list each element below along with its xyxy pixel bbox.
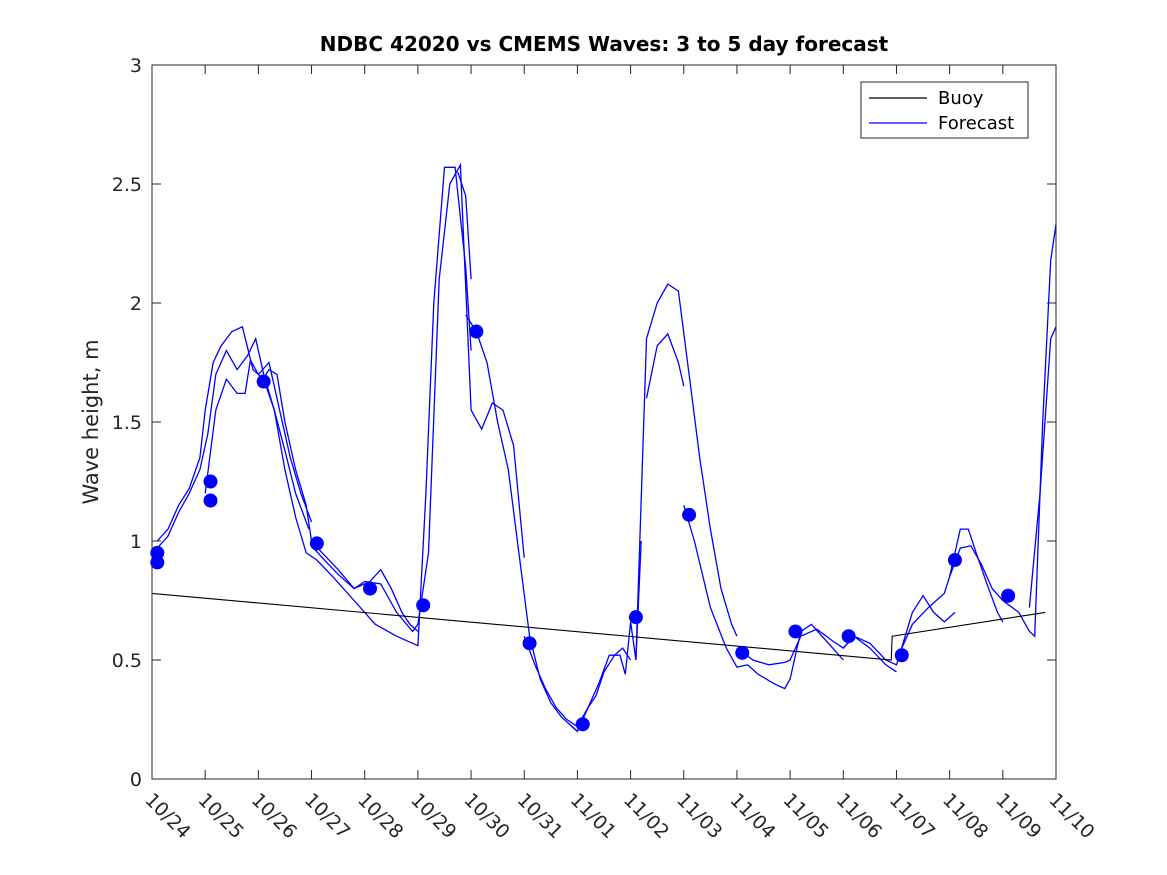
series-group — [151, 162, 1057, 733]
y-tick-label: 0 — [130, 769, 142, 791]
forecast-marker — [309, 536, 324, 551]
forecast-line — [156, 336, 310, 549]
legend-box — [860, 81, 1029, 139]
forecast-line — [645, 332, 685, 399]
forecast-marker — [947, 553, 962, 568]
forecast-line — [311, 162, 525, 633]
legend: Buoy Forecast — [860, 81, 1029, 139]
forecast-marker — [735, 645, 750, 660]
forecast-line — [895, 528, 1004, 661]
forecast-marker — [522, 636, 537, 651]
chart-title: NDBC 42020 vs CMEMS Waves: 3 to 5 day fo… — [320, 32, 889, 56]
forecast-marker — [363, 581, 378, 596]
forecast-line — [683, 505, 844, 690]
forecast-line — [204, 358, 313, 523]
forecast-line — [948, 224, 1057, 638]
y-axis-label: Wave height, m — [79, 339, 103, 504]
y-tick-label: 2 — [130, 293, 142, 315]
forecast-marker — [628, 610, 643, 625]
y-tick-label: 2.5 — [112, 174, 142, 196]
forecast-marker — [682, 507, 697, 522]
forecast-marker — [203, 493, 218, 508]
forecast-marker — [150, 555, 165, 570]
marker-group — [150, 324, 1016, 732]
y-tick-label: 3 — [130, 55, 142, 77]
y-tick-label: 0.5 — [112, 650, 142, 672]
forecast-marker — [256, 374, 271, 389]
forecast-line — [465, 314, 578, 732]
forecast-marker — [416, 598, 431, 613]
forecast-line — [156, 166, 472, 647]
forecast-marker — [575, 717, 590, 732]
forecast-marker — [894, 648, 909, 663]
legend-label: Buoy — [938, 88, 984, 109]
forecast-line — [1028, 326, 1057, 608]
forecast-line — [842, 594, 956, 666]
legend-label: Forecast — [938, 113, 1014, 134]
forecast-line — [736, 628, 897, 673]
forecast-marker — [841, 629, 856, 644]
forecast-line — [635, 283, 738, 661]
y-tick-label: 1 — [130, 531, 142, 553]
forecast-line — [257, 368, 419, 632]
buoy-line — [151, 592, 1046, 661]
forecast-line — [523, 540, 642, 728]
forecast-marker — [469, 324, 484, 339]
forecast-marker — [203, 474, 218, 489]
y-tick-label: 1.5 — [112, 412, 142, 434]
forecast-line — [457, 171, 472, 280]
forecast-marker — [788, 624, 803, 639]
forecast-marker — [1001, 588, 1016, 603]
